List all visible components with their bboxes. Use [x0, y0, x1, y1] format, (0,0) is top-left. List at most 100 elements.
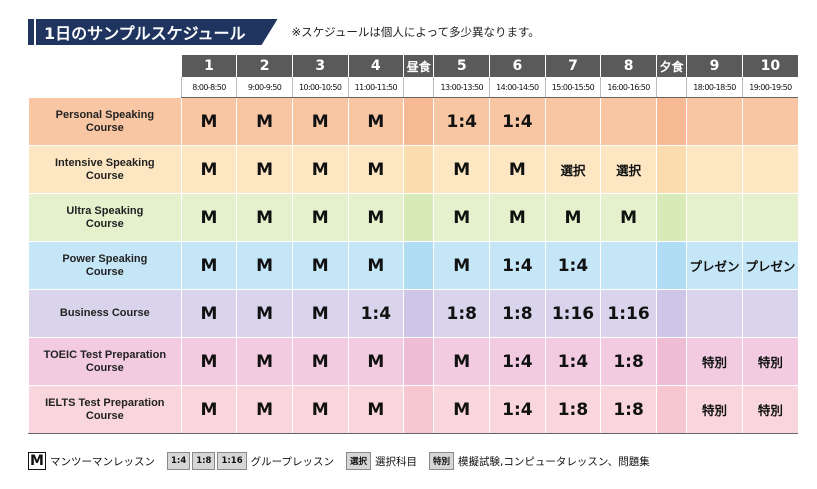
period-header: 2: [236, 55, 293, 77]
course-name: TOEIC Test Preparation Course: [28, 337, 182, 386]
schedule-note: ※スケジュールは個人によって多少異なります。: [291, 25, 540, 39]
course-name: IELTS Test Preparation Course: [28, 385, 182, 434]
course-row: Power Speaking Course M M M M M 1:4 1:4 プレゼン プレゼン: [28, 241, 798, 290]
empty-cell: [600, 97, 657, 146]
meal-cell: [403, 337, 434, 386]
lesson-cell: 特別: [741, 385, 798, 434]
course-name-line: Course: [85, 361, 124, 374]
title-accent-bar: [28, 19, 34, 45]
meal-cell: [403, 145, 434, 194]
period-header: 5: [433, 55, 490, 77]
lesson-cell: 1:8: [600, 337, 657, 386]
meal-cell: [655, 97, 687, 146]
empty-cell: [741, 193, 798, 242]
lesson-cell: M: [236, 385, 293, 434]
legend-group-box-1-8: 1:8: [192, 452, 216, 470]
lesson-cell: M: [347, 97, 404, 146]
lesson-cell: 1:16: [544, 289, 601, 338]
lesson-cell: プレゼン: [686, 241, 743, 290]
lesson-cell: 選択: [544, 145, 601, 194]
empty-cell: [686, 193, 743, 242]
course-row: Business Course M M M 1:4 1:8 1:8 1:16 1:16: [28, 289, 798, 338]
lesson-cell: M: [489, 193, 546, 242]
period-time: 14:00-14:50: [489, 77, 546, 98]
lesson-cell: M: [291, 337, 348, 386]
header-corner-time: [28, 77, 182, 98]
legend-group-text: グループレッスン: [250, 455, 334, 468]
empty-cell: [741, 289, 798, 338]
meal-cell: [655, 145, 687, 194]
lesson-cell: M: [236, 241, 293, 290]
period-header: 7: [544, 55, 601, 77]
period-header: 9: [686, 55, 743, 77]
period-time: 9:00-9:50: [236, 77, 293, 98]
lesson-cell: 1:8: [544, 385, 601, 434]
header-corner: [28, 55, 182, 77]
legend-m-text: マンツーマンレッスン: [50, 455, 155, 468]
lesson-cell: M: [433, 241, 490, 290]
course-name: Ultra Speaking Course: [28, 193, 182, 242]
lesson-cell: 特別: [741, 337, 798, 386]
lesson-cell: M: [180, 241, 237, 290]
period-number-row: 1 2 3 4 昼食 5 6 7 8 夕食 9 10: [28, 55, 798, 77]
meal-cell: [403, 289, 434, 338]
lesson-cell: M: [347, 337, 404, 386]
period-time: 8:00-8:50: [180, 77, 237, 98]
lesson-cell: M: [236, 97, 293, 146]
page-title: 1日のサンプルスケジュール: [36, 19, 278, 45]
meal-cell: [655, 289, 687, 338]
course-name: Power Speaking Course: [28, 241, 182, 290]
lesson-cell: M: [291, 193, 348, 242]
lesson-cell: 特別: [686, 337, 743, 386]
period-time: 16:00-16:50: [600, 77, 657, 98]
lesson-cell: 1:4: [433, 97, 490, 146]
lesson-cell: 特別: [686, 385, 743, 434]
period-header: 4: [347, 55, 404, 77]
legend-elective-box: 選択: [346, 452, 372, 470]
lesson-cell: M: [180, 337, 237, 386]
lesson-cell: 1:4: [489, 385, 546, 434]
period-time: 10:00-10:50: [291, 77, 348, 98]
lesson-cell: M: [180, 385, 237, 434]
lesson-cell: 1:4: [489, 97, 546, 146]
lesson-cell: M: [180, 145, 237, 194]
course-name-line: Course: [85, 169, 124, 182]
legend-group-box-1-16: 1:16: [217, 452, 247, 470]
legend-m-symbol: M: [28, 452, 46, 470]
lesson-cell: M: [180, 97, 237, 146]
course-name-line: Business Course: [59, 307, 150, 319]
lesson-cell: 1:4: [544, 241, 601, 290]
course-name-line: IELTS Test Preparation: [45, 396, 165, 409]
period-header: 6: [489, 55, 546, 77]
lesson-cell: 1:4: [489, 337, 546, 386]
lesson-cell: 1:8: [600, 385, 657, 434]
period-header: 3: [291, 55, 348, 77]
meal-cell: [655, 241, 687, 290]
meal-header: 夕食: [655, 55, 687, 77]
meal-time: [403, 77, 434, 98]
meal-cell: [655, 385, 687, 434]
page-header: 1日のサンプルスケジュール ※スケジュールは個人によって多少異なります。: [28, 19, 540, 45]
lesson-cell: M: [347, 145, 404, 194]
course-name-line: Ultra Speaking: [66, 204, 144, 217]
empty-cell: [686, 97, 743, 146]
course-name-line: Course: [85, 409, 124, 422]
course-name-line: Personal Speaking: [55, 108, 155, 121]
course-name: Personal Speaking Course: [28, 97, 182, 146]
lesson-cell: 1:8: [433, 289, 490, 338]
course-name-line: Course: [85, 217, 124, 230]
course-name-line: Course: [85, 121, 124, 134]
lesson-cell: M: [433, 193, 490, 242]
legend-elective-text: 選択科目: [375, 455, 418, 468]
period-time: 15:00-15:50: [544, 77, 601, 98]
period-header: 1: [180, 55, 237, 77]
course-row: Intensive Speaking Course M M M M M M 選択 選択: [28, 145, 798, 194]
course-name-line: TOEIC Test Preparation: [43, 348, 167, 361]
lesson-cell: 1:4: [347, 289, 404, 338]
schedule-table: 1 2 3 4 昼食 5 6 7 8 夕食 9 10 8:00-8:50 9:00-9:50 10:00-…: [28, 55, 798, 434]
period-time: 18:00-18:50: [686, 77, 743, 98]
lesson-cell: M: [347, 193, 404, 242]
period-header: 10: [741, 55, 798, 77]
lesson-cell: M: [180, 289, 237, 338]
lesson-cell: M: [236, 193, 293, 242]
